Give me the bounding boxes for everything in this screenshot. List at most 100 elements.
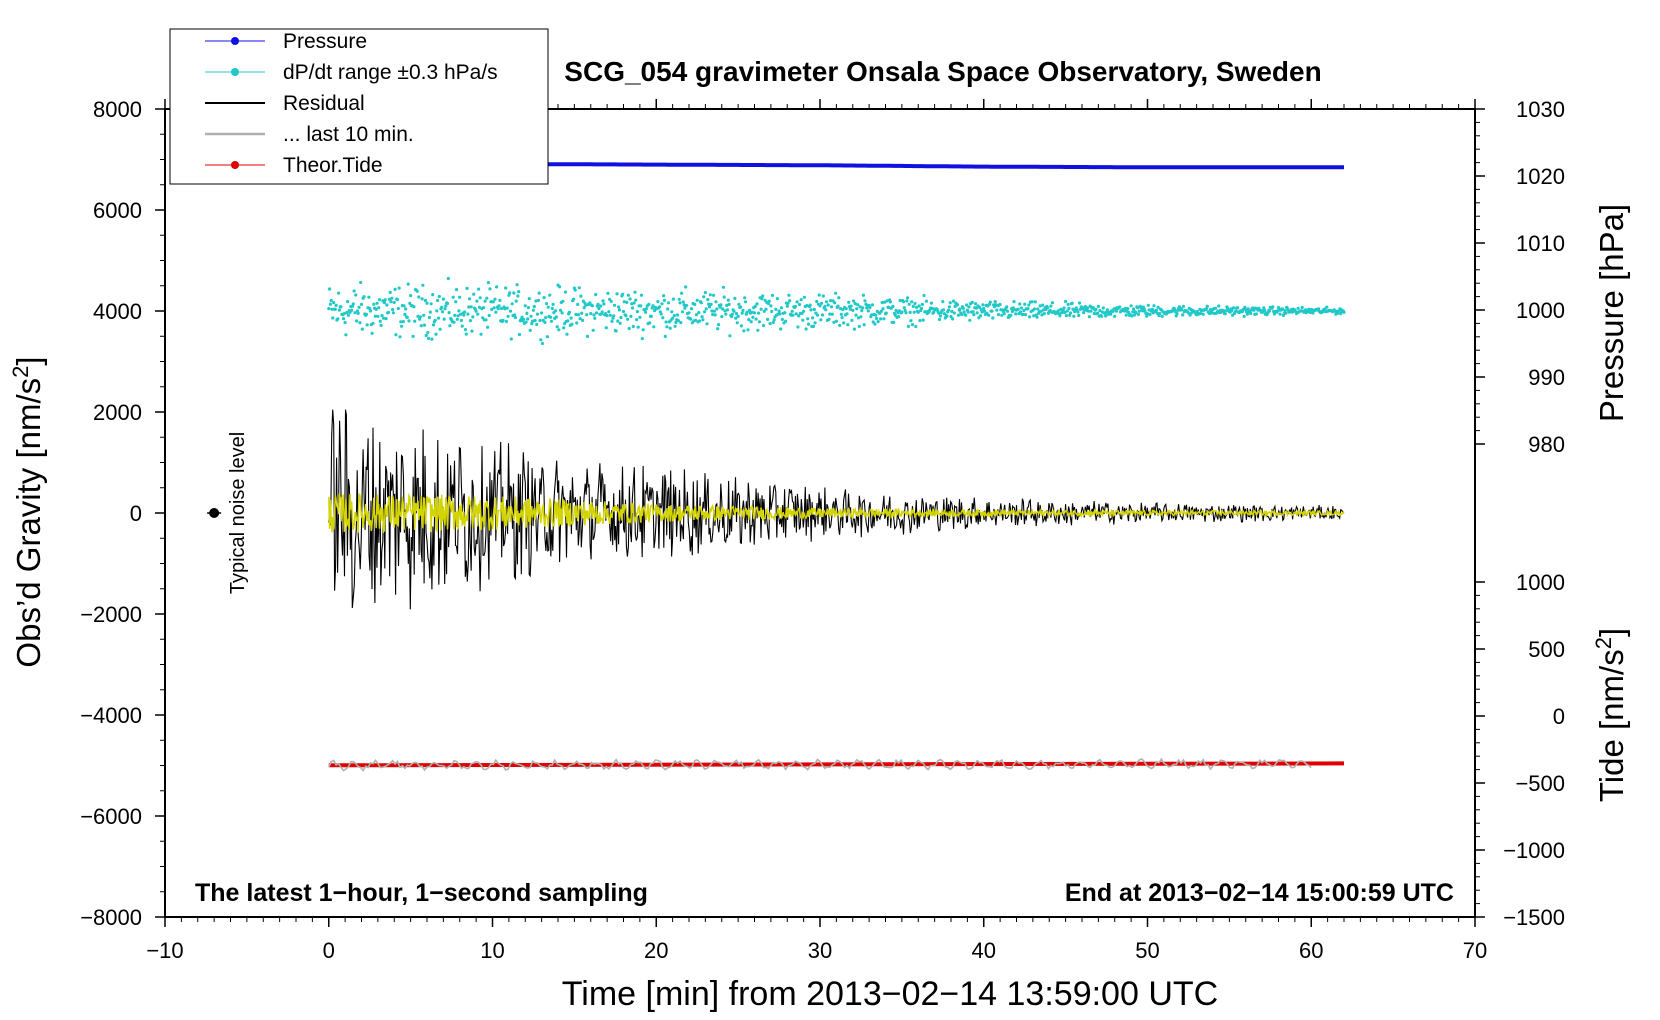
dpdt-point [1026, 307, 1030, 311]
dpdt-point [346, 313, 350, 317]
dpdt-point [705, 322, 709, 326]
dpdt-point [436, 298, 440, 303]
dpdt-point [823, 304, 827, 308]
dpdt-point [1046, 306, 1050, 310]
dpdt-point [942, 308, 946, 312]
left-tick-label: −6000 [80, 804, 142, 829]
dpdt-point [1105, 308, 1109, 312]
dpdt-point [721, 307, 725, 311]
dpdt-point [1028, 315, 1032, 319]
tick-labels: −10 0 10 20 30 40 50 60 7080006000400020000−2000… [80, 97, 1565, 963]
dpdt-point [768, 322, 772, 326]
dpdt-point [734, 312, 739, 316]
dpdt-point [629, 314, 633, 318]
dpdt-point [856, 303, 860, 307]
dpdt-point [879, 317, 883, 321]
dpdt-point [477, 305, 481, 309]
dpdt-point [972, 313, 976, 317]
dpdt-point [684, 285, 688, 289]
dpdt-point [434, 332, 438, 336]
dpdt-point [847, 300, 851, 304]
dpdt-point [330, 307, 334, 311]
legend-entry-tide: Theor.Tide [205, 154, 383, 177]
dpdt-point [680, 291, 684, 295]
dpdt-point [551, 302, 555, 306]
dpdt-point [442, 317, 446, 321]
dpdt-point [606, 291, 610, 295]
dpdt-point [544, 302, 549, 306]
dpdt-point [329, 298, 333, 303]
dpdt-point [441, 297, 445, 301]
dpdt-point [615, 292, 619, 296]
dpdt-point [824, 308, 828, 312]
dpdt-point [740, 311, 744, 315]
dpdt-point [898, 298, 902, 303]
dpdt-point [900, 310, 904, 314]
dpdt-point [1186, 311, 1190, 315]
dpdt-point [486, 325, 490, 329]
dpdt-point [1204, 307, 1208, 311]
dpdt-point [577, 286, 581, 290]
dpdt-point [993, 300, 997, 304]
dpdt-point [579, 294, 583, 298]
dpdt-point [1060, 310, 1064, 314]
dpdt-point [553, 309, 558, 313]
dpdt-point [879, 309, 884, 313]
dpdt-point [906, 296, 910, 300]
dpdt-point [626, 293, 631, 297]
dpdt-point [764, 307, 768, 311]
dpdt-point [593, 316, 597, 320]
dpdt-point [631, 324, 635, 329]
dpdt-point [555, 325, 559, 329]
dpdt-point [952, 311, 956, 315]
dpdt-point [441, 310, 445, 314]
dpdt-point [575, 321, 579, 325]
dpdt-point [549, 319, 554, 323]
dpdt-point [742, 329, 746, 333]
dpdt-point [605, 313, 609, 318]
dpdt-point [415, 289, 419, 293]
dpdt-point [910, 323, 915, 327]
dpdt-point [728, 334, 732, 338]
tide-axis-label-main: Tide [nm/s [1593, 649, 1630, 802]
dpdt-point [671, 316, 675, 320]
dpdt-point [505, 306, 509, 310]
dpdt-point [633, 290, 637, 294]
dpdt-point [760, 297, 764, 301]
dpdt-point [418, 317, 422, 321]
dpdt-point [1012, 300, 1016, 304]
dpdt-point [793, 304, 798, 309]
dpdt-point [402, 304, 406, 308]
dpdt-point [421, 283, 425, 287]
dpdt-point [356, 311, 360, 315]
dpdt-point [542, 296, 546, 300]
dpdt-point [528, 328, 532, 332]
dpdt-point [503, 307, 507, 311]
left-tick-label: 0 [130, 501, 142, 526]
dpdt-point [1283, 309, 1287, 313]
dpdt-point [1062, 306, 1066, 310]
dpdt-point [357, 305, 361, 309]
x-tick-label: 70 [1463, 938, 1487, 963]
dpdt-point [791, 313, 795, 317]
dpdt-point [417, 295, 421, 299]
dpdt-point [1086, 309, 1091, 313]
dpdt-point [455, 317, 459, 321]
dpdt-point [456, 314, 460, 318]
dpdt-point [780, 317, 784, 321]
dpdt-point [1035, 315, 1039, 319]
dpdt-point [355, 319, 359, 323]
last10-line [328, 757, 1312, 772]
dpdt-point [968, 318, 972, 322]
dpdt-point [821, 294, 825, 298]
dpdt-point [464, 332, 468, 336]
dpdt-point [1130, 314, 1134, 318]
dpdt-point [395, 298, 400, 302]
x-tick-label: 20 [644, 938, 668, 963]
dpdt-point [352, 289, 356, 293]
dpdt-point [612, 303, 617, 307]
dpdt-point [921, 318, 925, 322]
dpdt-point [359, 302, 364, 306]
dpdt-point [609, 299, 613, 303]
